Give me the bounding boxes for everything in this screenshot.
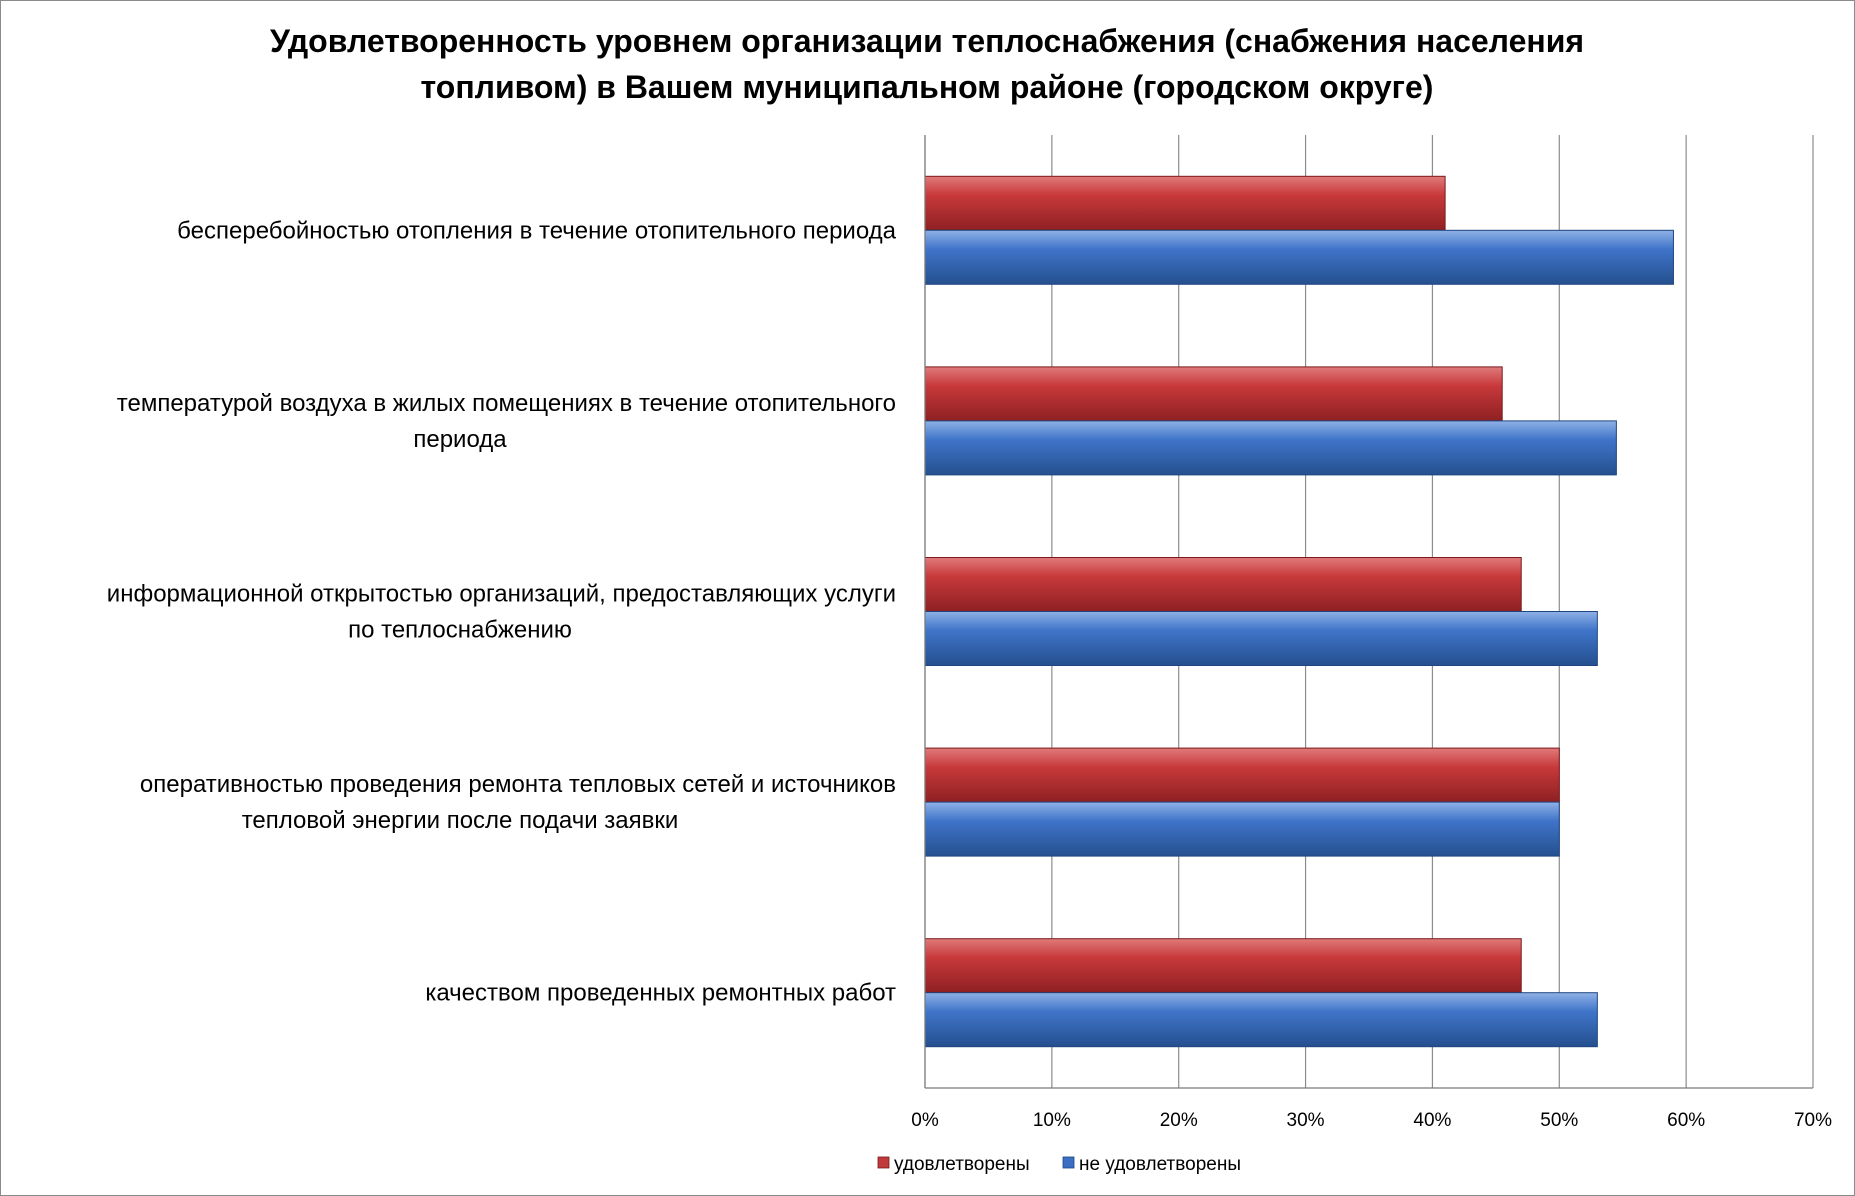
bar-satisfied [924,938,1522,994]
legend-swatch [877,1156,890,1169]
bars [924,175,1674,1048]
bar-not-satisfied [924,801,1560,857]
chart-title-line-2: топливом) в Вашем муниципальном районе (… [421,69,1434,105]
category-label: по теплоснабжению [348,617,572,644]
bar-satisfied [924,175,1446,231]
category-label: качеством проведенных ремонтных работ [425,980,896,1007]
x-axis: 0% 10% 20% 30% 40% 50% 60% 70% [911,135,1832,1131]
bar-not-satisfied [924,420,1617,476]
x-tick-label: 50% [1540,1110,1578,1131]
category-label: периода [413,426,507,453]
bar-satisfied [924,557,1522,612]
category-label: бесперебойностью отопления в течение ото… [177,217,896,244]
legend-swatch [1062,1156,1075,1169]
x-tick-label: 30% [1287,1110,1325,1131]
x-tick-label: 20% [1160,1110,1198,1131]
bar-not-satisfied [924,992,1598,1048]
legend: удовлетворены не удовлетворены [877,1154,1241,1175]
bar-satisfied [924,747,1560,803]
legend-label: удовлетворены [894,1154,1030,1175]
chart-title: Удовлетворенность уровнем организации те… [270,23,1584,105]
category-label: оперативностью проведения ремонта теплов… [140,771,896,798]
x-tick-label: 40% [1413,1110,1451,1131]
category-label: температурой воздуха в жилых помещениях … [117,390,896,417]
x-tick-label: 0% [911,1110,939,1131]
chart-title-line-1: Удовлетворенность уровнем организации те… [270,23,1584,59]
category-labels: бесперебойностью отопления в течение ото… [107,217,897,1006]
bar-not-satisfied [924,611,1598,666]
x-tick-label: 70% [1794,1110,1832,1131]
category-label: информационной открытостью организаций, … [107,581,896,608]
x-tick-label: 60% [1667,1110,1705,1131]
bar-not-satisfied [924,229,1674,285]
category-label: тепловой энергии после подачи заявки [242,807,679,834]
legend-label: не удовлетворены [1079,1154,1241,1175]
x-tick-label: 10% [1033,1110,1071,1131]
bar-satisfied [924,366,1503,422]
